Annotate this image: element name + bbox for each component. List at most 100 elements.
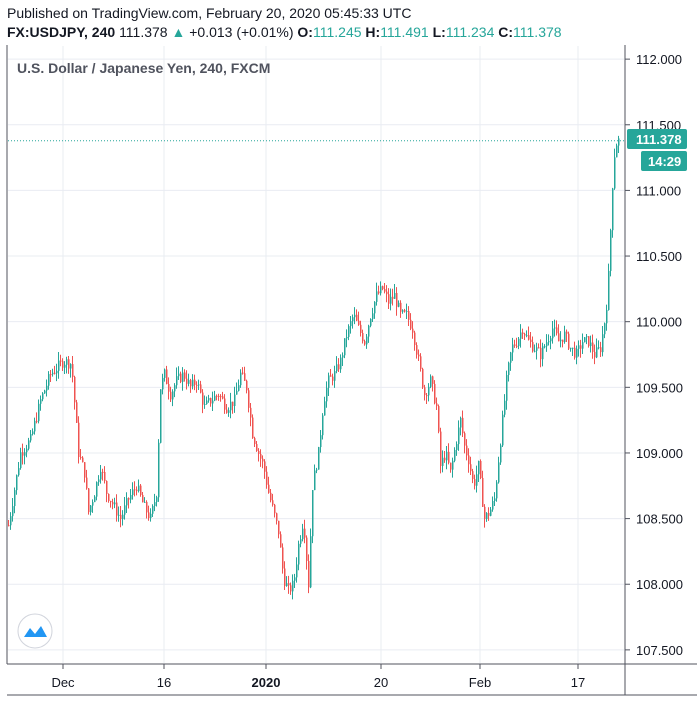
candle-body: [392, 296, 394, 299]
candle-body: [388, 294, 390, 304]
candle-body: [566, 331, 568, 334]
candle-body: [318, 447, 320, 470]
candle-body: [14, 490, 16, 507]
tradingview-logo-icon[interactable]: [17, 613, 53, 649]
candle-body: [130, 494, 132, 500]
candle-body: [278, 520, 280, 535]
candle-body: [88, 488, 90, 513]
candle-body: [508, 362, 510, 375]
candle-body: [550, 338, 552, 342]
candle-body: [412, 328, 414, 333]
candle-body: [178, 373, 180, 377]
low-key: L:: [432, 24, 446, 40]
candle-body: [162, 377, 164, 390]
candle-body: [72, 364, 74, 377]
candle-body: [510, 352, 512, 363]
candle-body: [544, 346, 546, 348]
candle-body: [206, 400, 208, 405]
candle-body: [86, 477, 88, 489]
candle-body: [38, 403, 40, 422]
candle-body: [524, 334, 526, 336]
candle-body: [136, 489, 138, 492]
candle-body: [110, 501, 112, 503]
candle-body: [602, 334, 604, 353]
candle-body: [190, 380, 192, 387]
candle-body: [170, 391, 172, 400]
candle-body: [192, 379, 194, 387]
candle-body: [28, 440, 30, 449]
candle-body: [298, 543, 300, 565]
candle-body: [66, 359, 68, 365]
open-value: 111.245: [312, 24, 362, 40]
candle-body: [238, 385, 240, 391]
time-axis[interactable]: Dec 16 2020 20 Feb 17: [51, 664, 585, 690]
candle-body: [444, 457, 446, 461]
candle-body: [164, 369, 166, 378]
candle-body: [90, 505, 92, 513]
candle-body: [168, 384, 170, 392]
y-tick-label: 107.500: [636, 643, 683, 658]
candle-body: [10, 516, 12, 526]
candle-body: [382, 286, 384, 290]
candle-body: [446, 451, 448, 461]
change-value: +0.013 (+0.01%): [189, 24, 294, 40]
countdown-label: 14:29: [641, 151, 687, 171]
candle-body: [326, 387, 328, 402]
candle-body: [600, 347, 602, 353]
candle-body: [42, 393, 44, 400]
candle-body: [440, 431, 442, 466]
candle-body: [552, 328, 554, 339]
candle-body: [422, 368, 424, 388]
candle-body: [442, 457, 444, 466]
candle-body: [282, 547, 284, 569]
candle-body: [416, 345, 418, 355]
candle-body: [150, 513, 152, 519]
candle-body: [480, 460, 482, 478]
candle-body: [250, 407, 252, 418]
candle-body: [608, 270, 610, 310]
candle-body: [450, 462, 452, 470]
y-tick-label: 109.500: [636, 380, 683, 395]
candle-body: [188, 380, 190, 384]
candle-body: [240, 372, 242, 386]
candle-body: [222, 396, 224, 399]
candle-body: [352, 317, 354, 322]
candle-body: [528, 335, 530, 340]
candle-body: [112, 502, 114, 505]
candle-body: [400, 302, 402, 312]
candle-body: [336, 364, 338, 372]
candle-body: [84, 462, 86, 478]
candle-body: [128, 498, 130, 500]
candle-body: [70, 364, 72, 369]
candle-body: [320, 435, 322, 448]
candle-body: [242, 372, 244, 374]
candle-body: [174, 385, 176, 392]
candle-body: [116, 502, 118, 516]
candles: [8, 135, 620, 600]
candle-body: [406, 311, 408, 313]
candle-body: [470, 464, 472, 472]
candle-body: [46, 385, 48, 391]
candle-body: [532, 342, 534, 352]
price-axis[interactable]: 112.000111.500111.000110.500110.000109.5…: [625, 52, 683, 658]
x-tick-label: 16: [157, 675, 171, 690]
high-value: 111.491: [380, 24, 429, 40]
candle-body: [478, 460, 480, 475]
candle-body: [44, 390, 46, 394]
candle-body: [482, 477, 484, 507]
candle-body: [518, 338, 520, 347]
candle-body: [236, 390, 238, 395]
candle-body: [500, 445, 502, 463]
x-tick-label: Dec: [51, 675, 75, 690]
candle-body: [210, 398, 212, 404]
candle-body: [428, 386, 430, 396]
candle-body: [16, 475, 18, 491]
candle-body: [610, 230, 612, 271]
candle-body: [594, 351, 596, 358]
candle-body: [448, 451, 450, 463]
candle-body: [8, 525, 10, 527]
candle-body: [538, 347, 540, 349]
candle-body: [364, 341, 366, 345]
y-tick-label: 110.000: [636, 315, 682, 330]
